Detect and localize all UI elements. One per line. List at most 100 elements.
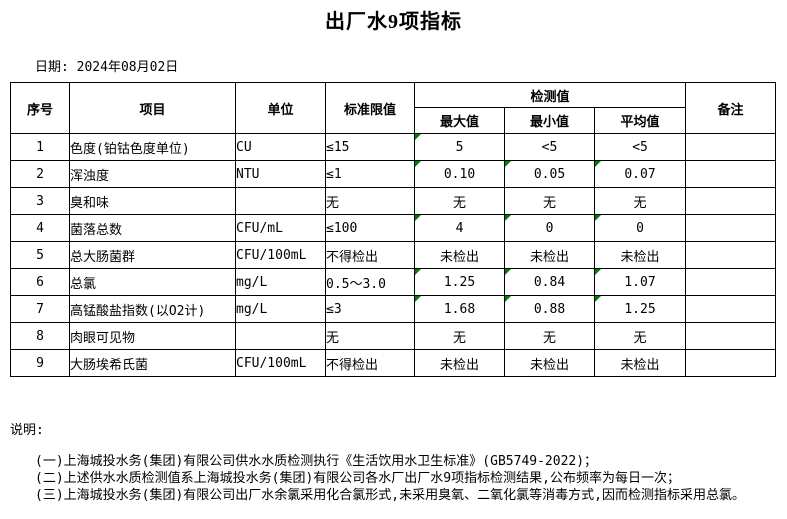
cell-avg: 1.25 [593,295,687,323]
table-row: 9 大肠埃希氏菌 CFU/100mL 不得检出 未检出 未检出 未检出 [10,349,777,377]
table-row: 3 臭和味 无 无 无 无 [10,187,777,215]
notes-label: 说明: [10,423,44,438]
table-row: 8 肉眼可见物 无 无 无 无 [10,322,777,350]
cell-max-value: 0.10 [443,166,476,182]
cell-limit: ≤1 [325,160,415,188]
cell-min-value: 0.84 [533,274,566,290]
cell-min-value: 无 [542,330,556,346]
cell-avg-value: 0.07 [624,166,656,182]
cell-limit: 不得检出 [325,241,415,269]
cell-unit: mg/L [235,295,326,323]
cell-item: 高锰酸盐指数(以O2计) [69,295,236,323]
cell-remark [685,295,777,323]
cell-unit: CFU/100mL [235,241,326,269]
cell-item: 臭和味 [69,187,236,215]
cell-avg: <5 [593,133,687,161]
cell-avg: 未检出 [593,349,687,377]
cell-no: 1 [10,133,70,161]
header-no: 序号 [10,82,70,134]
cell-item: 总氯 [69,268,236,296]
cell-max-value: 无 [452,195,466,211]
cell-limit: 无 [325,187,415,215]
cell-item: 浑浊度 [69,160,236,188]
header-unit: 单位 [235,82,326,134]
header-avg: 平均值 [593,107,687,134]
cell-max-value: 5 [455,139,464,155]
flag-triangle-icon [415,296,421,302]
cell-max: 4 [414,214,505,242]
cell-min-value: 未检出 [529,357,569,373]
cell-min-value: 未检出 [529,249,569,265]
header-min: 最小值 [504,107,595,134]
cell-min-value: 0.05 [533,166,566,182]
cell-limit: ≤100 [325,214,415,242]
header-item: 项目 [69,82,236,134]
cell-unit: mg/L [235,268,326,296]
flag-triangle-icon [595,161,601,167]
cell-max-value: 无 [452,330,466,346]
cell-no: 9 [10,349,70,377]
flag-triangle-icon [595,269,601,275]
cell-min-value: 0.88 [533,301,566,317]
cell-unit [235,187,326,215]
note-line-3: (三)上海城投水务(集团)有限公司出厂水余氯采用化合氯形式,未采用臭氧、二氧化氯… [35,488,745,503]
flag-triangle-icon [415,269,421,275]
cell-unit: NTU [235,160,326,188]
flag-triangle-icon [415,134,421,140]
cell-remark [685,268,777,296]
cell-unit: CFU/mL [235,214,326,242]
cell-avg-value: 无 [633,195,647,211]
cell-no: 5 [10,241,70,269]
cell-min: <5 [504,133,595,161]
cell-max: 未检出 [414,349,505,377]
flag-triangle-icon [415,161,421,167]
flag-triangle-icon [415,215,421,221]
cell-avg-value: 未检出 [620,357,660,373]
cell-item: 大肠埃希氏菌 [69,349,236,377]
table-row: 4 菌落总数 CFU/mL ≤100 4 0 0 [10,214,777,242]
cell-avg: 0 [593,214,687,242]
cell-min: 0 [504,214,595,242]
cell-avg-value: 0 [636,220,644,236]
cell-min: 未检出 [504,349,595,377]
table-row: 5 总大肠菌群 CFU/100mL 不得检出 未检出 未检出 未检出 [10,241,777,269]
cell-max: 无 [414,187,505,215]
cell-min-value: 无 [542,195,556,211]
cell-min: 0.84 [504,268,595,296]
cell-no: 6 [10,268,70,296]
cell-max: 5 [414,133,505,161]
cell-avg-value: 1.07 [624,274,656,290]
page-title: 出厂水9项指标 [325,11,462,33]
flag-triangle-icon [505,296,511,302]
cell-avg: 0.07 [593,160,687,188]
flag-triangle-icon [505,269,511,275]
header-max: 最大值 [414,107,505,134]
cell-remark [685,241,777,269]
cell-avg-value: 无 [633,330,647,346]
cell-min: 0.05 [504,160,595,188]
header-detection: 检测值 [413,82,687,108]
cell-limit: 不得检出 [325,349,415,377]
cell-avg-value: 1.25 [624,301,656,317]
cell-max-value: 未检出 [439,357,479,373]
report-date: 日期: 2024年08月02日 [35,60,179,75]
cell-max: 未检出 [414,241,505,269]
cell-unit: CU [235,133,326,161]
cell-no: 8 [10,322,70,350]
cell-remark [685,214,777,242]
cell-item: 色度(铂钴色度单位) [69,133,236,161]
cell-limit: 无 [325,322,415,350]
table-row: 1 色度(铂钴色度单位) CU ≤15 5 <5 <5 [10,133,777,161]
cell-item: 总大肠菌群 [69,241,236,269]
cell-avg: 未检出 [593,241,687,269]
cell-min: 无 [504,187,595,215]
cell-max-value: 未检出 [439,249,479,265]
cell-remark [685,322,777,350]
water-quality-table: 序号 项目 单位 标准限值 检测值 备注 最大值 最小值 平均值 1 色度(铂钴… [10,82,777,377]
cell-max-value: 1.25 [443,274,476,290]
cell-no: 3 [10,187,70,215]
cell-no: 4 [10,214,70,242]
cell-item: 肉眼可见物 [69,322,236,350]
cell-max: 无 [414,322,505,350]
table-row: 6 总氯 mg/L 0.5～3.0 1.25 0.84 1.07 [10,268,777,296]
